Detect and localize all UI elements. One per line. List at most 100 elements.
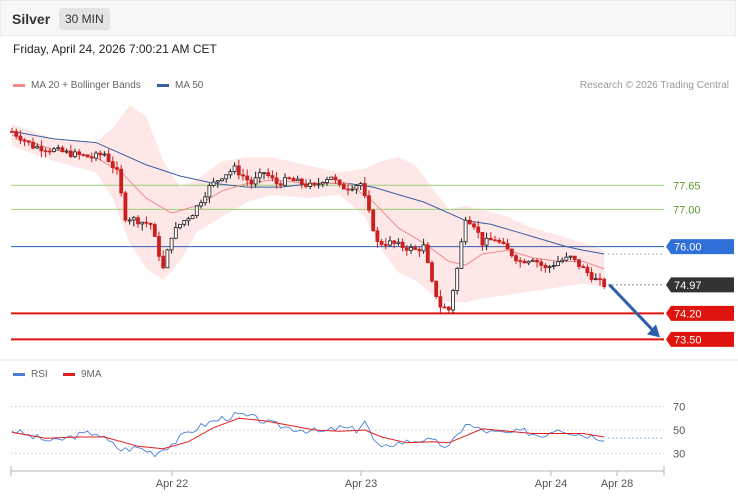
- candle-body: [598, 278, 602, 281]
- candle-body: [383, 243, 388, 246]
- candle-body: [564, 256, 569, 261]
- candle-body: [535, 259, 539, 263]
- rsi-9ma-line: [11, 417, 605, 450]
- candle-body: [278, 183, 283, 186]
- candle-body: [337, 179, 342, 185]
- candle-body: [375, 230, 380, 242]
- candle-body: [241, 174, 245, 177]
- legend-ma20-label: MA 20 + Bollinger Bands: [31, 80, 141, 91]
- candle-body: [354, 185, 359, 190]
- candle-body: [589, 272, 594, 280]
- tag-74.20-label: 74.20: [674, 308, 702, 320]
- candle-body: [39, 146, 44, 152]
- candle-body: [543, 264, 548, 269]
- legend-9ma-label: 9MA: [81, 369, 102, 380]
- x-tick-label: Apr 28: [601, 478, 633, 490]
- candle-body: [404, 247, 409, 251]
- rsi-level-label-70: 70: [673, 402, 685, 414]
- candle-body: [467, 219, 472, 225]
- candle-body: [585, 266, 590, 273]
- candle-body: [60, 147, 65, 152]
- x-tick-label: Apr 23: [345, 478, 377, 490]
- tag-73.50-bg: [666, 331, 734, 347]
- candle-body: [165, 249, 170, 269]
- candle-body: [182, 220, 187, 225]
- tag-last-price-label: 74.97: [674, 280, 702, 292]
- candle-body: [581, 266, 586, 269]
- legend-rsi-label: RSI: [31, 369, 48, 380]
- ma20-line: [11, 134, 605, 270]
- candle-body: [325, 179, 329, 183]
- candle-body: [14, 131, 19, 137]
- candle-body: [556, 261, 560, 266]
- candle-body: [123, 192, 128, 221]
- candle-body: [320, 182, 325, 185]
- candle-body: [157, 236, 161, 257]
- candle-body: [199, 202, 203, 207]
- candle-body: [396, 241, 401, 244]
- candle-body: [22, 139, 27, 142]
- candle-body: [94, 152, 98, 159]
- legend-ma50: MA 50: [157, 80, 203, 91]
- candle-body: [451, 290, 455, 311]
- candle-body: [409, 246, 413, 251]
- candle-body: [98, 152, 103, 156]
- candle-body: [64, 150, 69, 153]
- candle-body: [593, 278, 598, 281]
- candle-body: [31, 141, 35, 149]
- timeframe-badge[interactable]: 30 MIN: [59, 8, 110, 30]
- candle-body: [392, 240, 397, 244]
- candle-body: [148, 222, 153, 225]
- credit-text: Research © 2026 Trading Central: [579, 80, 729, 91]
- candle-body: [488, 237, 493, 241]
- candle-body: [47, 150, 52, 153]
- candle-body: [270, 175, 275, 179]
- candle-body: [18, 135, 23, 141]
- candle-body: [266, 172, 271, 176]
- candle-body: [333, 176, 338, 181]
- candle-body: [169, 237, 174, 251]
- candle-body: [215, 180, 220, 183]
- candle-body: [178, 223, 182, 229]
- candle-body: [68, 150, 73, 157]
- candle-body: [236, 165, 241, 176]
- candle-body: [568, 255, 573, 258]
- tag-last-price-bg: [666, 277, 734, 293]
- tag-74.20-bg: [666, 305, 734, 321]
- chart-header: Silver 30 MIN: [0, 0, 736, 36]
- legend-rsi: RSI: [13, 369, 48, 380]
- candle-body: [346, 188, 350, 191]
- candle-body: [56, 147, 61, 150]
- x-tick-label: Apr 24: [535, 478, 567, 490]
- candle-body: [367, 195, 371, 211]
- candle-body: [43, 150, 48, 153]
- candle-body: [115, 167, 119, 170]
- candle-body: [434, 280, 439, 298]
- candle-body: [362, 183, 367, 197]
- candle-body: [551, 265, 556, 268]
- candle-body: [329, 176, 334, 180]
- candle-body: [497, 239, 502, 243]
- candle-body: [245, 175, 250, 181]
- candle-body: [81, 154, 86, 156]
- candle-body: [358, 183, 363, 187]
- candle-body: [295, 178, 300, 182]
- legend-ma50-label: MA 50: [175, 80, 204, 91]
- candle-body: [211, 181, 216, 186]
- candle-body: [257, 172, 262, 179]
- candle-body: [371, 209, 376, 232]
- candle-body: [232, 165, 237, 172]
- candle-body: [400, 241, 405, 248]
- forecast-arrow: [608, 284, 656, 333]
- candle-body: [77, 151, 82, 155]
- candle-body: [262, 172, 266, 175]
- rsi-level-label-30: 30: [673, 448, 685, 460]
- candle-body: [131, 217, 136, 221]
- chart-datetime: Friday, April 24, 2026 7:00:21 AM CET: [13, 42, 217, 56]
- candle-body: [514, 255, 518, 262]
- level-label-77.00: 77.00: [673, 204, 701, 216]
- candle-body: [509, 248, 514, 257]
- candle-body: [274, 177, 279, 185]
- candle-body: [425, 244, 430, 264]
